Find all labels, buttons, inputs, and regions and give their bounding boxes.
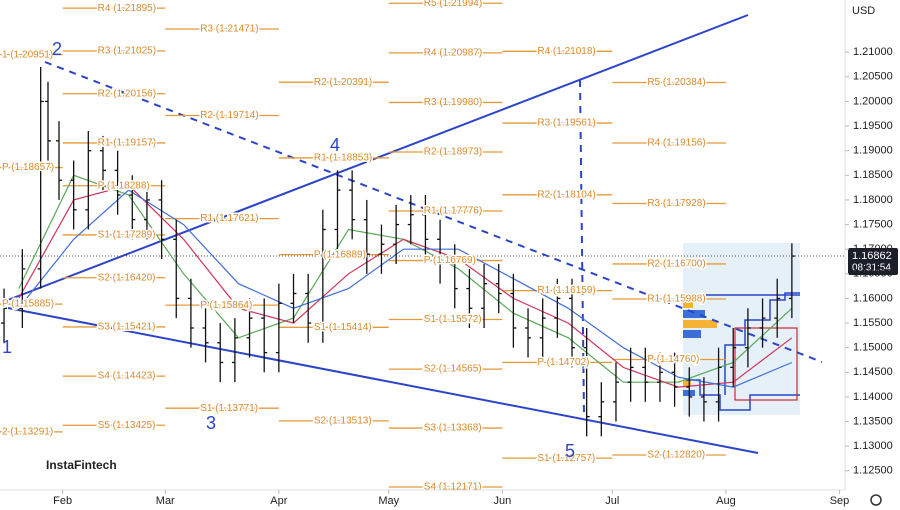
y-tick-label: 1.16500 [853, 268, 893, 280]
pivot-label: S1 (1.17289) [98, 230, 156, 241]
pivot-label: R1 (1.19157) [98, 138, 156, 149]
pivot-label: 1 (1.20951) [2, 49, 53, 60]
y-tick-label: 1.15000 [853, 342, 893, 354]
pivot-label: R1 (1.15988) [647, 294, 705, 305]
pivot-label: S3 (1.15421) [98, 322, 156, 333]
pivot-label: R1 (1.17621) [200, 213, 258, 224]
y-tick-label: 1.20000 [853, 95, 893, 107]
y-tick-label: 1.18500 [853, 169, 893, 181]
x-tick-label: Mar [156, 495, 175, 507]
y-tick-label: 1.14500 [853, 366, 893, 378]
pivot-label: S4 (1.14423) [98, 371, 156, 382]
y-tick-label: 1.18000 [853, 194, 893, 206]
y-tick-label: 1.20500 [853, 71, 893, 83]
pivot-label: R4 (1.19156) [647, 138, 705, 149]
pivot-label: P (1.15864) [200, 300, 252, 311]
pivot-label: P (1.18657) [2, 162, 54, 173]
pivot-label: R1 (1.16159) [537, 285, 595, 296]
y-tick-label: 1.17000 [853, 243, 893, 255]
x-tick-label: May [378, 495, 399, 507]
pivot-label: R3 (1.19980) [424, 97, 482, 108]
x-tick-label: Jul [605, 495, 619, 507]
y-tick-label: 1.13000 [853, 440, 893, 452]
pivot-label: P (1.14760) [647, 354, 699, 365]
pivot-label: R3 (1.21025) [98, 46, 156, 57]
pivot-label: S1 (1.15414) [314, 322, 372, 333]
x-tick-label: Feb [53, 495, 72, 507]
pivot-label: R1 (1.17776) [424, 206, 482, 217]
pivot-label: S2 (1.16420) [98, 272, 156, 283]
pivot-label: S3 (1.13368) [424, 423, 482, 434]
pivot-label: S1 (1.15572) [424, 314, 482, 325]
pivot-label: P (1.14702) [537, 357, 589, 368]
plot-area: 1 (1.20951) P (1.18657) P (1.15885) 2 (1.13… [0, 0, 845, 493]
pivot-label: R4 (1.20987) [424, 47, 482, 58]
wave-label: 4 [330, 135, 340, 155]
y-tick-label: 1.13500 [853, 415, 893, 427]
y-tick-label: 1.21000 [853, 46, 893, 58]
x-tick-label: Apr [270, 495, 287, 507]
logo: InstaFintech [46, 458, 117, 472]
x-tick-label: Aug [716, 495, 736, 507]
y-tick-label: 1.15500 [853, 317, 893, 329]
pivot-label: P (1.15885) [2, 299, 54, 310]
wave-label: 5 [565, 441, 575, 461]
settings-icon[interactable] [870, 494, 882, 506]
pivot-label: R2 (1.19714) [200, 110, 258, 121]
y-tick-label: 1.12500 [853, 465, 893, 477]
logo-box [40, 455, 114, 477]
x-tick-label: Sep [830, 495, 850, 507]
pivot-label: P (1.16889) [314, 249, 366, 260]
pivot-label: S4 (1.12171) [424, 482, 482, 493]
pivot-label: P (1.16769) [424, 255, 476, 266]
pivot-label: R5 (1.21994) [424, 0, 482, 9]
pivot-label: S1 (1.12757) [537, 453, 595, 464]
y-tick-label: 1.14000 [853, 391, 893, 403]
wave-label: 3 [206, 413, 216, 433]
pivot-label: S2 (1.14565) [424, 364, 482, 375]
y-tick-label: 1.19500 [853, 120, 893, 132]
y-tick-label: 1.19000 [853, 145, 893, 157]
pivot-label: S2 (1.12820) [647, 450, 705, 461]
ohlc-bars [1, 66, 795, 437]
wave-label: 1 [2, 337, 12, 357]
x-tick-label: Jun [494, 495, 512, 507]
pivot-label: R4 (1.21018) [537, 46, 595, 57]
pivot-label: R2 (1.18104) [537, 189, 595, 200]
pivot-label: R5 (1.20384) [647, 77, 705, 88]
pivot-label: S1 (1.13771) [200, 403, 258, 414]
pivot-label: P (1.18288) [98, 180, 150, 191]
pivot-label: S2 (1.13513) [314, 416, 372, 427]
last-price-box [848, 247, 898, 275]
volume-profile-box [683, 243, 800, 415]
pivot-label: R4 (1.21895) [98, 3, 156, 14]
pivot-label: R1 (1.18853) [314, 153, 372, 164]
pivot-label: 2 (1.13291) [2, 426, 53, 437]
pivot-label: R3 (1.17928) [647, 198, 705, 209]
pivot-levels [0, 2, 726, 488]
pivot-label: R2 (1.16700) [647, 259, 705, 270]
pivot-label: R3 (1.19561) [537, 118, 595, 129]
y-tick-label: 1.16000 [853, 292, 893, 304]
wave-label: 2 [52, 39, 62, 59]
pivot-label: S5 (1.13425) [98, 420, 156, 431]
last-price-label: 1.16862 [852, 250, 892, 262]
last-time: 08:31:54 [852, 263, 891, 274]
currency[interactable]: USD [852, 5, 875, 17]
pivot-label: R2 (1.20156) [98, 88, 156, 99]
y-tick-label: 1.17500 [853, 218, 893, 230]
pivot-label: R2 (1.20391) [314, 77, 372, 88]
pivot-label: R3 (1.21471) [200, 24, 258, 35]
pivot-label: R2 (1.18973) [424, 147, 482, 158]
